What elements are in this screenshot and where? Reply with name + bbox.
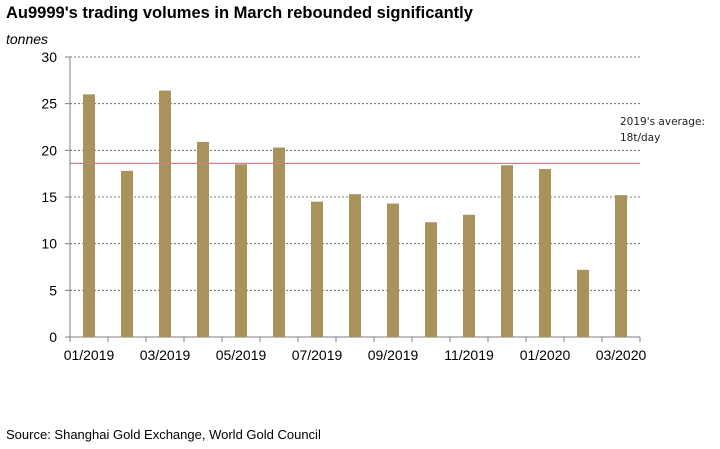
bar-05-2019 bbox=[235, 164, 247, 337]
y-axis-unit-label: tonnes bbox=[6, 31, 49, 47]
y-tick-label: 15 bbox=[41, 189, 57, 205]
bar-09-2019 bbox=[387, 203, 399, 337]
y-tick-label: 20 bbox=[41, 142, 57, 158]
bar-01-2020 bbox=[539, 169, 551, 337]
source-note: Source: Shanghai Gold Exchange, World Go… bbox=[6, 427, 321, 442]
x-tick-label: 03/2019 bbox=[140, 347, 191, 363]
average-annotation-line1: 2019's average: bbox=[620, 116, 705, 128]
bar-10-2019 bbox=[425, 222, 437, 337]
y-tick-label: 30 bbox=[41, 49, 57, 65]
y-tick-label: 5 bbox=[49, 282, 57, 298]
average-annotation: 2019's average: 18t/day bbox=[620, 114, 705, 146]
bar-03-2019 bbox=[159, 90, 171, 337]
x-tick-label: 05/2019 bbox=[216, 347, 267, 363]
bar-11-2019 bbox=[463, 214, 475, 337]
x-tick-label: 01/2020 bbox=[520, 347, 571, 363]
bar-12-2019 bbox=[501, 165, 513, 337]
y-tick-label: 25 bbox=[41, 96, 57, 112]
x-tick-label: 07/2019 bbox=[292, 347, 343, 363]
average-annotation-line2: 18t/day bbox=[620, 132, 661, 144]
chart-title: Au9999's trading volumes in March reboun… bbox=[6, 4, 473, 22]
x-tick-label: 03/2020 bbox=[596, 347, 647, 363]
bar-04-2019 bbox=[197, 141, 209, 337]
x-tick-label: 01/2019 bbox=[64, 347, 115, 363]
bar-02-2019 bbox=[121, 170, 133, 337]
bar-08-2019 bbox=[349, 194, 361, 337]
y-tick-label: 0 bbox=[49, 329, 57, 345]
x-tick-label: 09/2019 bbox=[368, 347, 419, 363]
bar-01-2019 bbox=[83, 94, 95, 337]
bar-02-2020 bbox=[577, 269, 589, 337]
x-tick-label: 11/2019 bbox=[444, 347, 494, 363]
bar-03-2020 bbox=[615, 195, 627, 337]
bar-06-2019 bbox=[273, 147, 285, 337]
bar-07-2019 bbox=[311, 201, 323, 337]
y-tick-label: 10 bbox=[41, 236, 57, 252]
